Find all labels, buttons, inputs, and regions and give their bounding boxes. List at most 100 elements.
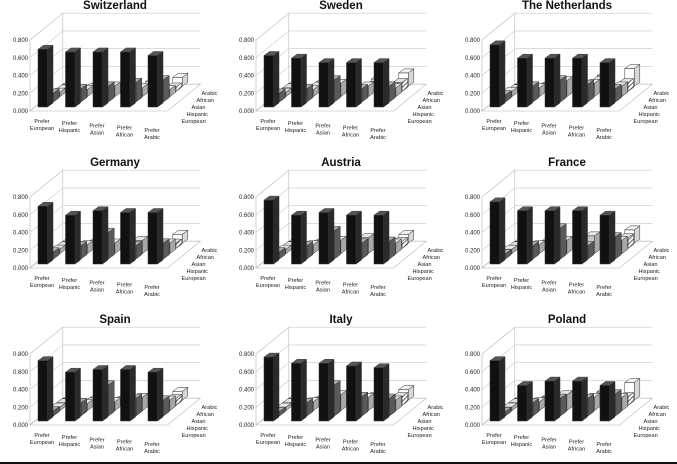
- x-category-label: Prefer: [343, 440, 358, 446]
- bar: [373, 58, 390, 108]
- side-gridline: [29, 326, 63, 355]
- depth-category-label: European: [634, 433, 658, 439]
- x-category-label: Prefer: [569, 126, 584, 132]
- y-tick-label: 0.200: [239, 248, 255, 254]
- bar: [64, 367, 82, 422]
- bar: [373, 210, 390, 265]
- bar: [92, 365, 109, 422]
- y-tick-label: 0.800: [239, 38, 255, 44]
- x-category-label: Prefer: [486, 433, 501, 439]
- bar: [92, 206, 109, 265]
- x-category-label: Arabic: [370, 449, 386, 455]
- depth-category-label: European: [408, 276, 432, 282]
- x-category-label: Hispanic: [59, 285, 81, 291]
- bar: [37, 201, 54, 265]
- x-category-label: Arabic: [144, 135, 160, 141]
- x-category-label: Prefer: [260, 119, 275, 125]
- depth-category-label: Asian: [192, 419, 206, 425]
- panel-title: Sweden: [319, 0, 362, 12]
- x-category-label: Asian: [90, 287, 104, 293]
- x-category-label: Prefer: [117, 283, 132, 289]
- depth-category-label: Asian: [644, 262, 658, 268]
- x-category-label: European: [30, 126, 54, 132]
- panel-italy: Italy0.0000.2000.4000.6000.800PreferEuro…: [239, 314, 444, 455]
- panel-the-netherlands: The Netherlands 0.000 0.200 0.400 0.600 0.800…: [465, 0, 670, 141]
- bar: [64, 210, 82, 265]
- x-category-label: Prefer: [343, 126, 358, 132]
- y-tick-label: 0.400: [239, 74, 255, 80]
- x-category-label: Prefer: [89, 123, 104, 129]
- depth-category-label: Hispanic: [413, 426, 435, 432]
- x-category-label: European: [482, 283, 506, 289]
- side-gridline: [255, 30, 289, 58]
- x-category-label: European: [256, 283, 280, 289]
- depth-category-label: African: [197, 255, 214, 261]
- y-tick-label: 0.400: [465, 231, 481, 237]
- x-category-label: Asian: [542, 444, 556, 450]
- panel-title: The Netherlands: [522, 0, 612, 12]
- x-category-label: African: [342, 290, 359, 296]
- side-gridline: [29, 187, 63, 215]
- bar: [119, 365, 137, 422]
- depth-category-label: Arabic: [202, 91, 218, 97]
- y-tick-label: 0.800: [239, 352, 255, 358]
- x-category-label: European: [482, 126, 506, 132]
- x-category-label: Prefer: [144, 285, 159, 291]
- x-category-label: Prefer: [370, 128, 385, 134]
- x-category-label: Arabic: [596, 135, 612, 141]
- y-tick-label: 0.600: [239, 213, 255, 219]
- x-category-label: Prefer: [62, 121, 77, 127]
- x-category-label: Prefer: [144, 128, 159, 134]
- bar: [571, 206, 589, 265]
- x-category-label: African: [342, 133, 359, 139]
- bar: [544, 53, 561, 108]
- x-category-label: Prefer: [343, 283, 358, 289]
- x-category-label: European: [30, 283, 54, 289]
- panel-germany: Germany0.0000.2000.4000.6000.800PreferEu…: [13, 157, 218, 298]
- depth-category-label: Arabic: [428, 91, 444, 97]
- x-category-label: Prefer: [260, 276, 275, 282]
- bar: [544, 376, 561, 422]
- y-tick-label: 0.400: [465, 74, 481, 80]
- x-category-label: Prefer: [541, 280, 556, 286]
- panel-switzerland: Switzerland 0.000 0.200 0.400 0.600 0.800 Pref…: [13, 0, 218, 141]
- bar: [345, 361, 363, 422]
- depth-category-label: Arabic: [202, 405, 218, 411]
- panel-france: France0.0000.2000.4000.6000.800PreferEur…: [465, 157, 670, 298]
- y-tick-label: 0.600: [13, 56, 29, 62]
- y-tick-label: 0.000: [13, 423, 29, 429]
- bar: [92, 47, 109, 108]
- x-category-label: Asian: [542, 130, 556, 136]
- x-category-label: Prefer: [260, 433, 275, 439]
- x-category-label: Asian: [316, 287, 330, 293]
- side-gridline: [255, 326, 289, 355]
- depth-category-label: African: [649, 98, 666, 104]
- x-category-label: Prefer: [514, 435, 529, 441]
- depth-category-label: African: [649, 255, 666, 261]
- x-category-label: African: [116, 133, 133, 139]
- x-category-label: Hispanic: [285, 285, 307, 291]
- x-category-label: European: [256, 440, 280, 446]
- bar: [263, 195, 280, 265]
- depth-category-label: European: [408, 433, 432, 439]
- x-category-label: Asian: [316, 130, 330, 136]
- depth-category-label: Hispanic: [187, 426, 209, 432]
- depth-category-label: African: [197, 98, 214, 104]
- depth-category-label: Hispanic: [187, 269, 209, 275]
- bar: [147, 208, 164, 265]
- bar: [373, 363, 390, 422]
- x-category-label: Prefer: [144, 442, 159, 448]
- bar: [147, 51, 164, 108]
- side-gridline: [255, 169, 289, 198]
- y-tick-label: 0.600: [465, 56, 481, 62]
- x-category-label: Prefer: [117, 126, 132, 132]
- bar: [290, 53, 308, 108]
- bar: [345, 210, 363, 265]
- y-tick-label: 0.600: [239, 56, 255, 62]
- y-tick-label: 0.600: [465, 213, 481, 219]
- y-tick-label: 0.000: [239, 109, 255, 115]
- x-category-label: Hispanic: [59, 128, 81, 134]
- y-tick-label: 0.400: [13, 388, 29, 394]
- y-tick-label: 0.800: [13, 352, 29, 358]
- x-category-label: Prefer: [62, 278, 77, 284]
